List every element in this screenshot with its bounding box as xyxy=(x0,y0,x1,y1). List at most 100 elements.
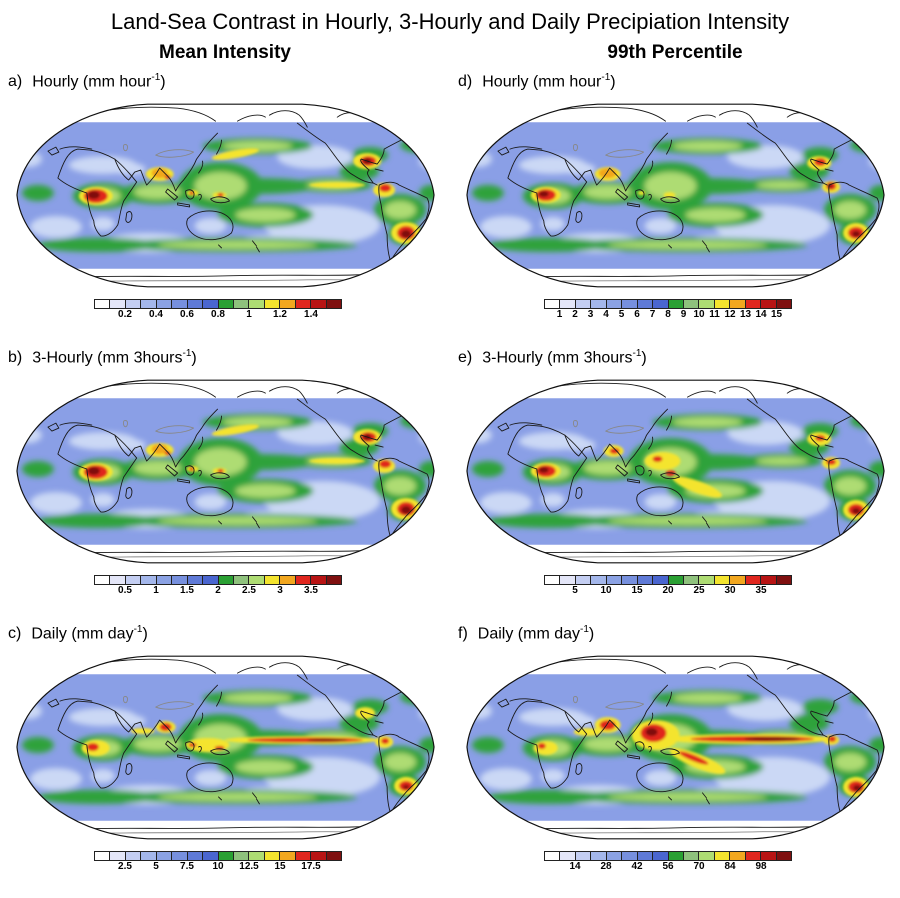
colorbar-segment xyxy=(761,852,777,860)
colorbar-segment xyxy=(545,852,561,860)
colorbar-segment xyxy=(156,576,173,584)
colorbar-tick-labels: 1 2 3 4 5 6 7 8 9 10 11 12 13 14 15 xyxy=(544,309,792,322)
panel-label: f) Daily (mm day-1) xyxy=(458,624,900,645)
colorbar-tick-label: 28 xyxy=(600,861,612,872)
world-map-d xyxy=(466,103,885,288)
colorbar-segment xyxy=(95,852,111,860)
colorbar-segment xyxy=(280,852,296,860)
world-map-a xyxy=(16,103,435,288)
panel-unit: (mm day xyxy=(513,625,581,643)
colorbar-segment xyxy=(326,852,341,860)
colorbar-segment xyxy=(110,852,126,860)
panel-label: e) 3-Hourly (mm 3hours-1) xyxy=(458,348,900,369)
colorbar-tick-label: 35 xyxy=(755,585,767,596)
panel-unit: (mm hour xyxy=(528,73,602,91)
colorbar-segment xyxy=(311,852,327,860)
colorbar-tick-label: 10 xyxy=(212,861,224,872)
colorbar-segment xyxy=(560,852,576,860)
colorbar-tick-labels: 14 28 42 56 70 84 98 xyxy=(544,861,792,874)
colorbar-segment xyxy=(326,300,341,308)
colorbar-segment xyxy=(714,576,731,584)
colorbar-tick-label: 11 xyxy=(709,309,720,320)
colorbar-segment xyxy=(141,576,157,584)
colorbar-segment xyxy=(730,576,746,584)
colorbar-segment xyxy=(637,852,654,860)
panel-unit-exponent: -1 xyxy=(133,624,143,635)
colorbar-segment xyxy=(776,576,791,584)
colorbar-segment xyxy=(172,852,188,860)
colorbar-tick-label: 15 xyxy=(770,309,783,320)
colorbar-tick-label: 7 xyxy=(649,309,656,320)
colorbar-tick-label: 20 xyxy=(662,585,674,596)
colorbar-tick-labels: 2.5 5 7.5 10 12.5 15 17.5 xyxy=(94,861,342,874)
colorbar-segment xyxy=(156,300,173,308)
colorbar: 0.2 0.4 0.6 0.8 1 1.2 1.4 xyxy=(94,299,342,323)
colorbar-segment xyxy=(172,300,188,308)
column-header-99th-percentile: 99th Percentile xyxy=(607,42,743,63)
colorbar-segment xyxy=(110,576,126,584)
colorbar-segment xyxy=(249,576,265,584)
colorbar-segment xyxy=(730,852,746,860)
figure-title: Land-Sea Contrast in Hourly, 3-Hourly an… xyxy=(110,9,790,34)
panel-unit: (mm hour xyxy=(78,73,152,91)
colorbar-segment xyxy=(141,852,157,860)
colorbar: 14 28 42 56 70 84 98 xyxy=(544,851,792,875)
colorbar-segment xyxy=(653,300,669,308)
colorbar-segment xyxy=(249,300,265,308)
colorbar-tick-label: 2.5 xyxy=(118,861,132,872)
colorbar-tick-label: 1.4 xyxy=(304,309,318,320)
panel-label: c) Daily (mm day-1) xyxy=(8,624,450,645)
colorbar-segment xyxy=(326,576,341,584)
colorbar-segment xyxy=(745,300,762,308)
panel-letter: c) xyxy=(8,625,22,643)
panel-letter: a) xyxy=(8,73,23,91)
colorbar-tick-label: 14 xyxy=(569,861,581,872)
colorbar-segment xyxy=(187,300,204,308)
colorbar-segment xyxy=(264,300,281,308)
colorbar-tick-label: 25 xyxy=(693,585,705,596)
world-map-e xyxy=(466,379,885,564)
colorbar-segment xyxy=(761,300,777,308)
colorbar-segment xyxy=(560,300,576,308)
map-panel-b: b) 3-Hourly (mm 3hours-1) 0.5 1 1.5 2 2.5 3 3.5 xyxy=(0,348,450,601)
panel-label: d) Hourly (mm hour-1) xyxy=(458,72,900,93)
colorbar-segment xyxy=(203,852,219,860)
colorbar-tick-label: 0.4 xyxy=(149,309,163,320)
colorbar-segment xyxy=(264,576,281,584)
colorbar-tick-label: 15 xyxy=(631,585,643,596)
colorbar-tick-label: 1.5 xyxy=(180,585,194,596)
colorbar-boxes xyxy=(544,299,792,309)
colorbar-segment xyxy=(668,852,684,860)
colorbar-tick-label: 0.5 xyxy=(118,585,132,596)
colorbar-tick-label: 3 xyxy=(587,309,594,320)
colorbar-tick-label: 98 xyxy=(755,861,767,872)
colorbar-segment xyxy=(280,300,296,308)
colorbar-tick-label: 12 xyxy=(724,309,736,320)
colorbar-segment xyxy=(295,576,312,584)
colorbar-segment xyxy=(233,300,250,308)
colorbar-tick-label: 9 xyxy=(680,309,687,320)
panel-name: 3-Hourly xyxy=(32,349,93,367)
colorbar-segment xyxy=(622,852,638,860)
colorbar-tick-label: 14 xyxy=(755,309,767,320)
colorbar-tick-label: 2.5 xyxy=(242,585,256,596)
colorbar-boxes xyxy=(544,575,792,585)
colorbar-segment xyxy=(218,300,234,308)
colorbar-segment xyxy=(683,576,700,584)
panel-name: 3-Hourly xyxy=(482,349,543,367)
panel-name: Daily xyxy=(31,625,67,643)
colorbar-segment xyxy=(714,300,731,308)
colorbar: 2.5 5 7.5 10 12.5 15 17.5 xyxy=(94,851,342,875)
colorbar-segment xyxy=(776,852,791,860)
colorbar-segment xyxy=(295,300,312,308)
colorbar-tick-label: 56 xyxy=(662,861,674,872)
colorbar: 5 10 15 20 25 30 35 xyxy=(544,575,792,599)
colorbar-segment xyxy=(575,300,592,308)
panel-unit: (mm 3hours xyxy=(542,349,633,367)
colorbar-tick-label: 1 xyxy=(246,309,252,320)
colorbar-segment xyxy=(606,576,623,584)
colorbar-segment xyxy=(125,852,142,860)
colorbar-boxes xyxy=(544,851,792,861)
colorbar-segment xyxy=(233,852,250,860)
colorbar-tick-label: 3.5 xyxy=(304,585,318,596)
